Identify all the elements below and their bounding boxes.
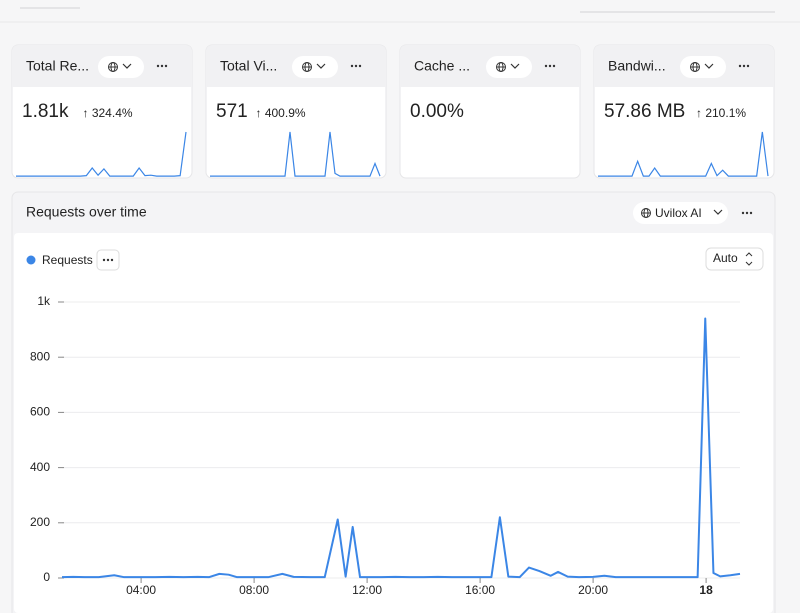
card-value: 1.81k	[22, 101, 69, 122]
chart-card	[14, 233, 773, 613]
y-tick-label: 0	[43, 570, 50, 584]
dot-icon	[110, 258, 114, 262]
chevron-icon	[713, 209, 723, 215]
chevron-icon	[316, 63, 326, 69]
dot-icon	[742, 64, 746, 68]
more-button[interactable]	[156, 64, 168, 68]
dot-icon	[749, 211, 753, 215]
dot-icon	[160, 64, 164, 68]
dot-icon	[738, 64, 742, 68]
dot-icon	[358, 64, 362, 68]
card-value: 57.86 MB	[604, 101, 685, 122]
dot-icon	[745, 211, 749, 215]
dot-icon	[741, 211, 745, 215]
card-change: ↑ 324.4%	[83, 106, 133, 120]
chevron-icon	[122, 63, 132, 69]
more-button[interactable]	[350, 64, 362, 68]
chevron-icon	[704, 63, 714, 69]
dot-icon	[544, 64, 548, 68]
y-tick-label: 800	[30, 349, 50, 363]
more-button[interactable]	[738, 64, 750, 68]
region-selector[interactable]	[292, 56, 338, 78]
card-value: 571	[216, 101, 248, 122]
card-value: 0.00%	[410, 101, 464, 122]
globe-icon	[690, 62, 700, 72]
sparkline	[16, 131, 187, 177]
globe-icon	[496, 62, 506, 72]
x-tick-label: 16:00	[465, 583, 495, 597]
dot-icon	[164, 64, 168, 68]
y-tick-label: 600	[30, 405, 50, 419]
card-title: Cache ...	[414, 58, 470, 74]
y-tick-label: 400	[30, 460, 50, 474]
card-change: ↑ 400.9%	[256, 106, 306, 120]
x-tick-label: 08:00	[239, 583, 269, 597]
more-button[interactable]	[741, 211, 753, 215]
region-selector[interactable]	[486, 56, 532, 78]
legend-marker	[26, 255, 36, 265]
x-tick-label: 12:00	[352, 583, 382, 597]
dot-icon	[350, 64, 354, 68]
card-change: ↑ 210.1%	[696, 106, 746, 120]
sparkline	[210, 131, 381, 177]
x-tick-label: 20:00	[578, 583, 608, 597]
dot-icon	[552, 64, 556, 68]
dot-icon	[156, 64, 160, 68]
sparkline	[598, 131, 769, 177]
panel-title: Requests over time	[26, 204, 147, 220]
chevron-icon	[510, 63, 520, 69]
globe-icon	[641, 208, 651, 218]
filter-selector[interactable]	[633, 202, 728, 224]
filter-label: Uvilox AI	[655, 206, 702, 220]
y-tick-label: 200	[30, 515, 50, 529]
card-title: Bandwi...	[608, 58, 666, 74]
globe-icon	[302, 62, 312, 72]
updown-icon	[745, 252, 753, 266]
dot-icon	[354, 64, 358, 68]
x-tick-label: 04:00	[126, 583, 156, 597]
dot-icon	[102, 258, 106, 262]
legend-label: Requests	[42, 253, 93, 267]
dot-icon	[746, 64, 750, 68]
interval-label: Auto	[713, 251, 738, 265]
globe-icon	[108, 62, 118, 72]
more-button[interactable]	[102, 258, 114, 262]
y-tick-label: 1k	[37, 294, 51, 308]
card-title: Total Vi...	[220, 58, 277, 74]
more-button[interactable]	[544, 64, 556, 68]
dot-icon	[106, 258, 110, 262]
card-title: Total Re...	[26, 58, 89, 74]
line-series	[61, 317, 741, 579]
x-tick-label: 18	[699, 583, 713, 597]
dot-icon	[548, 64, 552, 68]
region-selector[interactable]	[680, 56, 726, 78]
region-selector[interactable]	[98, 56, 144, 78]
